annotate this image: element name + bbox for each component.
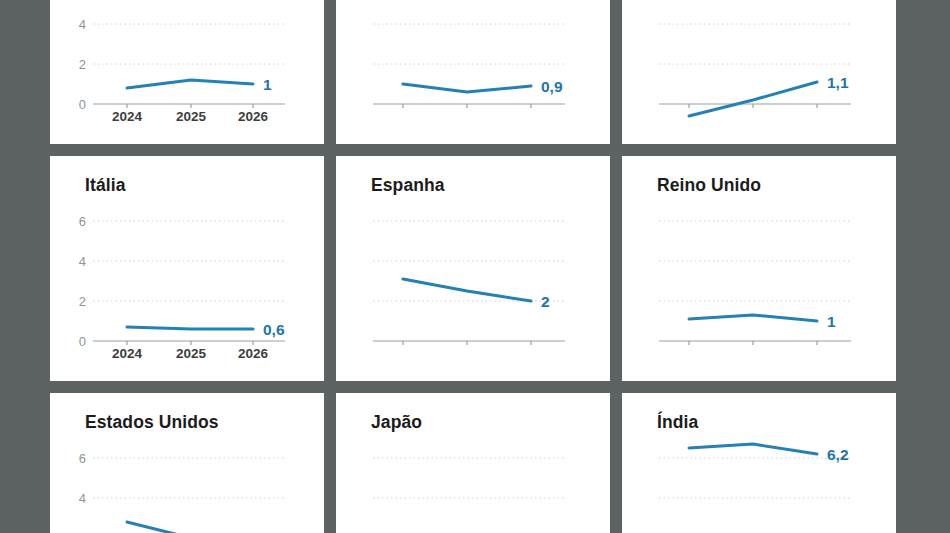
chart-card: Índia 6,2 xyxy=(622,393,896,533)
y-tick-label: 4 xyxy=(79,491,86,506)
x-tick-label: 2025 xyxy=(176,109,207,124)
charts-grid: 02462024202520261 0,9 1,1 Itália 0246202… xyxy=(0,0,950,533)
line-chart: 1,1 xyxy=(622,0,896,144)
line-chart xyxy=(336,393,610,533)
line-chart: 2 xyxy=(336,156,610,381)
value-label: 6,2 xyxy=(827,446,849,463)
y-tick-label: 0 xyxy=(79,97,86,112)
data-line xyxy=(689,315,817,321)
data-line xyxy=(689,82,817,116)
data-line xyxy=(403,84,531,92)
data-line xyxy=(127,80,253,88)
line-chart: 0246202420252026 xyxy=(50,393,324,533)
chart-card: 0,9 xyxy=(336,0,610,144)
value-label: 2 xyxy=(541,293,550,310)
value-label: 0,6 xyxy=(263,321,285,338)
value-label: 1,1 xyxy=(827,74,849,91)
x-tick-label: 2024 xyxy=(112,346,143,361)
y-tick-label: 4 xyxy=(79,17,86,32)
data-line xyxy=(127,327,253,329)
x-tick-label: 2025 xyxy=(176,346,207,361)
y-tick-label: 6 xyxy=(79,451,86,466)
line-chart: 0 2 4 6 2024 2025 2026 0,6 xyxy=(50,156,324,381)
x-tick-label: 2026 xyxy=(238,346,269,361)
chart-card: Japão xyxy=(336,393,610,533)
chart-card: Espanha 2 xyxy=(336,156,610,381)
line-chart: 6,2 xyxy=(622,393,896,533)
x-tick-label: 2024 xyxy=(112,109,143,124)
y-tick-label: 2 xyxy=(79,57,86,72)
y-tick-label: 2 xyxy=(79,294,86,309)
chart-card: Estados Unidos 0246202420252026 xyxy=(50,393,324,533)
chart-card: 02462024202520261 xyxy=(50,0,324,144)
line-chart: 0,9 xyxy=(336,0,610,144)
line-chart: 02462024202520261 xyxy=(50,0,324,144)
value-label: 0,9 xyxy=(541,78,563,95)
data-line xyxy=(403,279,531,301)
y-tick-label: 4 xyxy=(79,254,86,269)
data-line xyxy=(127,522,191,533)
chart-card: 1,1 xyxy=(622,0,896,144)
x-tick-label: 2026 xyxy=(238,109,269,124)
chart-card: Itália 02462024202520260,6 xyxy=(50,156,324,381)
line-chart: 1 xyxy=(622,156,896,381)
y-tick-label: 0 xyxy=(79,334,86,349)
y-tick-label: 6 xyxy=(79,214,86,229)
chart-card: Reino Unido 1 xyxy=(622,156,896,381)
data-line xyxy=(689,444,817,454)
value-label: 1 xyxy=(263,76,272,93)
value-label: 1 xyxy=(827,313,836,330)
